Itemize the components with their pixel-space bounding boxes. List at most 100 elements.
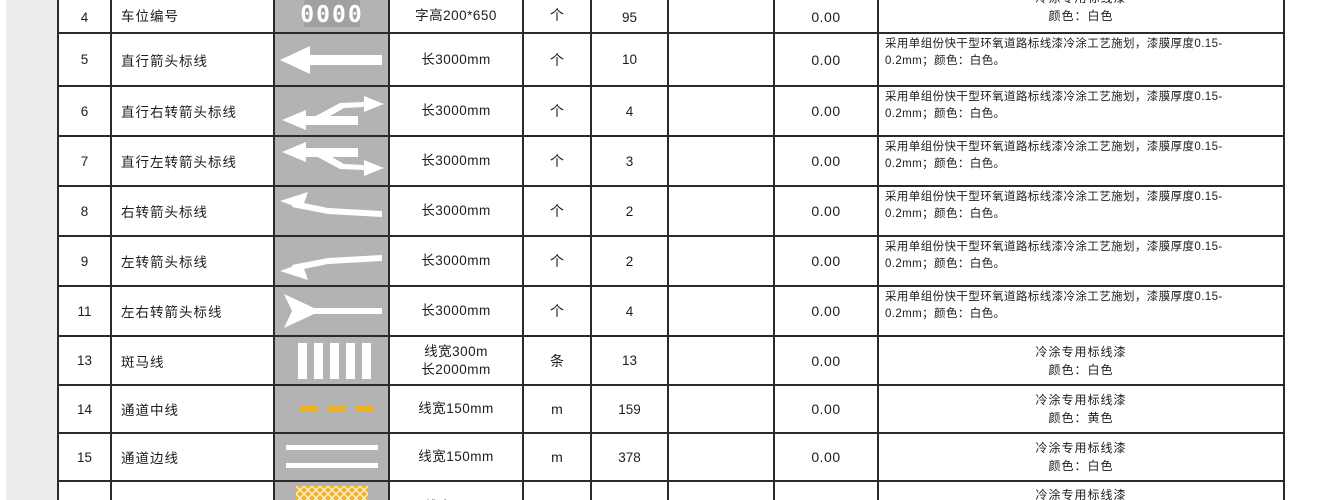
table-row: 4 车位编号 0000 字高200*650 个 95 0.00 冷涂专用标线漆颜… xyxy=(57,0,1285,34)
amount-cell: 0.00 xyxy=(773,335,879,386)
remark-cell: 冷涂专用标线漆 颜色：黄色 xyxy=(877,384,1285,434)
amount-cell: 0.00 xyxy=(773,0,879,34)
spec-cell: 长3000mm xyxy=(388,285,524,337)
grid-no-parking-icon xyxy=(295,486,368,500)
spec-cell: 长3000mm xyxy=(388,235,524,287)
left-right-turn-arrow-icon xyxy=(283,294,382,328)
left-turn-arrow-icon xyxy=(279,255,382,280)
marking-icon-cell xyxy=(273,432,390,482)
spec-cell: 长3000mm xyxy=(388,85,524,137)
row-number-cell: 16 xyxy=(57,480,112,500)
svg-text:0000: 0000 xyxy=(300,2,363,28)
unit-cell: 个 xyxy=(522,235,592,287)
unit-cell: m xyxy=(522,480,592,500)
row-number-cell: 7 xyxy=(57,135,112,187)
spec-cell: 线宽150mm xyxy=(388,384,524,434)
marking-name-cell: 直行右转箭头标线 xyxy=(110,85,275,137)
amount-cell: 0.00 xyxy=(773,384,879,434)
unit-cell: 个 xyxy=(522,0,592,34)
row-number-cell: 11 xyxy=(57,285,112,337)
blank-cell xyxy=(667,135,775,187)
table-row: 16 网格禁停线 线宽15cm m 105 0.00 冷涂专用标线漆 xyxy=(57,480,1285,500)
marking-name-cell: 左右转箭头标线 xyxy=(110,285,275,337)
quantity-cell: 2 xyxy=(590,185,669,237)
marking-name-cell: 通道中线 xyxy=(110,384,275,434)
unit-cell: 个 xyxy=(522,135,592,187)
remark-cell: 采用单组份快干型环氧道路标线漆冷涂工艺施划，漆膜厚度0.15- 0.2mm；颜色：… xyxy=(877,185,1285,237)
remark-cell: 冷涂专用标线漆颜色：白色 xyxy=(877,335,1285,386)
quantity-cell: 105 xyxy=(590,480,669,500)
spec-cell: 长3000mm xyxy=(388,32,524,87)
blank-cell xyxy=(667,85,775,137)
amount-cell: 0.00 xyxy=(773,235,879,287)
parking-number-icon: 0000 xyxy=(300,0,363,28)
unit-cell: 个 xyxy=(522,85,592,137)
marking-icon-cell xyxy=(273,335,390,386)
row-number-cell: 13 xyxy=(57,335,112,386)
channel-center-dashed-line-icon xyxy=(299,406,373,412)
unit-cell: m xyxy=(522,384,592,434)
amount-cell: 0.00 xyxy=(773,32,879,87)
blank-cell xyxy=(667,335,775,386)
straight-right-arrow-icon xyxy=(281,96,384,130)
quantity-cell: 13 xyxy=(590,335,669,386)
blank-cell xyxy=(667,0,775,34)
blank-cell xyxy=(667,480,775,500)
marking-icon-cell xyxy=(273,235,390,287)
quantity-cell: 4 xyxy=(590,285,669,337)
marking-name-cell: 直行箭头标线 xyxy=(110,32,275,87)
amount-cell: 0.00 xyxy=(773,135,879,187)
table-row: 5 直行箭头标线 长3000mm 个 10 0.00 采用单组份快干型环氧道路标… xyxy=(57,32,1285,87)
table-row: 6 直行右转箭头标线 长3000mm 个 4 0.00 采用单组份快干型环氧道路… xyxy=(57,85,1285,137)
blank-cell xyxy=(667,185,775,237)
quantity-cell: 95 xyxy=(590,0,669,34)
remark-cell: 采用单组份快干型环氧道路标线漆冷涂工艺施划，漆膜厚度0.15- 0.2mm；颜色：… xyxy=(877,235,1285,287)
marking-icon-cell xyxy=(273,384,390,434)
quantity-cell: 378 xyxy=(590,432,669,482)
spec-cell: 线宽300m 长2000mm xyxy=(388,335,524,386)
marking-name-cell: 通道边线 xyxy=(110,432,275,482)
marking-icon-cell xyxy=(273,285,390,337)
remark-cell: 采用单组份快干型环氧道路标线漆冷涂工艺施划，漆膜厚度0.15- 0.2mm；颜色：… xyxy=(877,135,1285,187)
row-number-cell: 14 xyxy=(57,384,112,434)
right-turn-arrow-icon xyxy=(279,192,382,217)
marking-name-cell: 直行左转箭头标线 xyxy=(110,135,275,187)
quantity-cell: 4 xyxy=(590,85,669,137)
blank-cell xyxy=(667,285,775,337)
unit-cell: 条 xyxy=(522,335,592,386)
amount-cell: 0.00 xyxy=(773,185,879,237)
quantity-cell: 159 xyxy=(590,384,669,434)
marking-name-cell: 左转箭头标线 xyxy=(110,235,275,287)
unit-cell: m xyxy=(522,432,592,482)
remark-cell: 采用单组份快干型环氧道路标线漆冷涂工艺施划，漆膜厚度0.15- 0.2mm；颜色：… xyxy=(877,32,1285,87)
row-number-cell: 9 xyxy=(57,235,112,287)
table-row: 11 左右转箭头标线 长3000mm 个 4 0.00 采用单组份快干型环氧道路… xyxy=(57,285,1285,337)
page-edge-shading xyxy=(6,0,57,500)
unit-cell: 个 xyxy=(522,185,592,237)
remark-cell: 冷涂专用标线漆颜色：白色 xyxy=(877,432,1285,482)
unit-cell: 个 xyxy=(522,32,592,87)
amount-cell: 0.00 xyxy=(773,285,879,337)
spec-cell: 长3000mm xyxy=(388,135,524,187)
amount-cell: 0.00 xyxy=(773,432,879,482)
row-number-cell: 5 xyxy=(57,32,112,87)
blank-cell xyxy=(667,432,775,482)
straight-left-arrow-icon xyxy=(281,142,384,176)
marking-icon-cell: 0000 xyxy=(273,0,390,34)
marking-icon-cell xyxy=(273,32,390,87)
marking-icon-cell xyxy=(273,480,390,500)
marking-icon-cell xyxy=(273,135,390,187)
table-row: 7 直行左转箭头标线 长3000mm 个 3 0.00 采用单组份快干型环氧道路… xyxy=(57,135,1285,187)
spec-cell: 长3000mm xyxy=(388,185,524,237)
quantity-cell: 2 xyxy=(590,235,669,287)
remark-cell: 冷涂专用标线漆 xyxy=(877,480,1285,500)
marking-icon-cell xyxy=(273,85,390,137)
amount-cell: 0.00 xyxy=(773,480,879,500)
marking-name-cell: 车位编号 xyxy=(110,0,275,34)
row-number-cell: 6 xyxy=(57,85,112,137)
straight-arrow-icon xyxy=(279,45,382,74)
zebra-crossing-icon xyxy=(297,342,371,379)
table-row: 15 通道边线 线宽150mm m 378 0.00 冷涂专用标线漆 颜色：白色 xyxy=(57,432,1285,482)
